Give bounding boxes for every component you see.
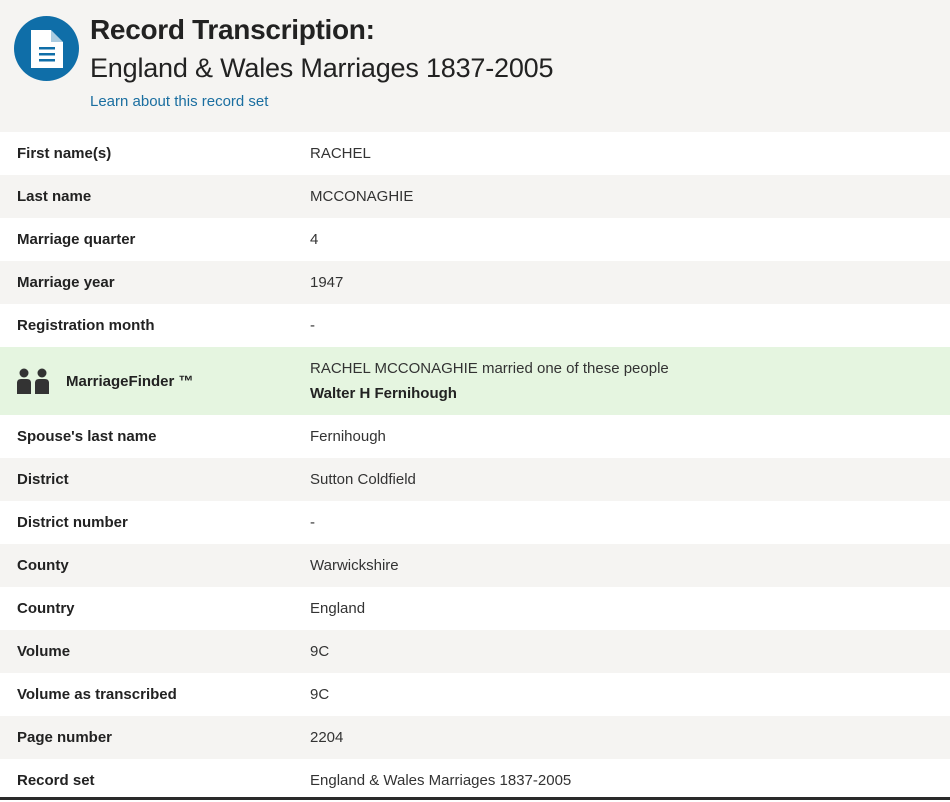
- record-table-top: First name(s) RACHEL Last name MCCONAGHIE Ma…: [0, 132, 950, 347]
- field-label: Registration month: [17, 317, 155, 334]
- page-title: Record Transcription:: [90, 14, 375, 45]
- field-label: Volume as transcribed: [17, 686, 177, 703]
- field-value: Sutton Coldfield: [310, 471, 416, 488]
- spouse-candidate[interactable]: Walter H Fernihough: [310, 385, 457, 402]
- record-row: Spouse's last name Fernihough: [0, 415, 950, 458]
- field-label: District number: [17, 514, 128, 531]
- record-row: District number -: [0, 501, 950, 544]
- record-row: Volume as transcribed 9C: [0, 673, 950, 716]
- record-row: Country England: [0, 587, 950, 630]
- field-value: 4: [310, 231, 319, 248]
- record-row: Volume 9C: [0, 630, 950, 673]
- field-label: County: [17, 557, 69, 574]
- record-row: Marriage year 1947: [0, 261, 950, 304]
- record-row: First name(s) RACHEL: [0, 132, 950, 175]
- field-label: First name(s): [17, 145, 112, 162]
- marriage-finder-row: MarriageFinder ™ RACHEL MCCONAGHIE marri…: [0, 347, 950, 415]
- field-label: Record set: [17, 772, 95, 789]
- couple-icon: [17, 368, 49, 394]
- record-row: District Sutton Coldfield: [0, 458, 950, 501]
- field-value: -: [310, 514, 315, 531]
- field-value: Fernihough: [310, 428, 386, 445]
- field-value: 9C: [310, 643, 330, 660]
- field-label: Spouse's last name: [17, 428, 157, 445]
- field-label: Page number: [17, 729, 113, 746]
- record-row: Registration month -: [0, 304, 950, 347]
- field-value: Warwickshire: [310, 557, 399, 574]
- record-row: Last name MCCONAGHIE: [0, 175, 950, 218]
- field-label: Marriage quarter: [17, 231, 136, 248]
- bottom-border: [0, 797, 950, 800]
- field-value: England & Wales Marriages 1837-2005: [310, 772, 572, 789]
- field-value: RACHEL: [310, 145, 371, 162]
- document-icon: [14, 16, 79, 81]
- field-label: Last name: [17, 188, 92, 205]
- page-header: Record Transcription: England & Wales Ma…: [0, 0, 950, 132]
- marriage-finder-text: RACHEL MCCONAGHIE married one of these p…: [310, 360, 669, 377]
- record-row: County Warwickshire: [0, 544, 950, 587]
- record-table-bottom: Spouse's last name Fernihough District Sutt…: [0, 415, 950, 802]
- field-value: 1947: [310, 274, 344, 291]
- field-value: MCCONAGHIE: [310, 188, 414, 205]
- field-label: Volume: [17, 643, 71, 660]
- marriage-finder-label: MarriageFinder ™: [66, 372, 194, 390]
- field-value: 2204: [310, 729, 344, 746]
- record-row: Page number 2204: [0, 716, 950, 759]
- record-row: Marriage quarter 4: [0, 218, 950, 261]
- record-row: Record set England & Wales Marriages 1837…: [0, 759, 950, 802]
- field-value: 9C: [310, 686, 330, 703]
- field-label: Country: [17, 600, 75, 617]
- field-label: District: [17, 471, 69, 488]
- field-label: Marriage year: [17, 274, 115, 291]
- record-set-title: England & Wales Marriages 1837-2005: [90, 53, 554, 83]
- learn-about-record-set-link[interactable]: Learn about this record set: [90, 93, 269, 110]
- field-value: -: [310, 317, 315, 334]
- field-value: England: [310, 600, 366, 617]
